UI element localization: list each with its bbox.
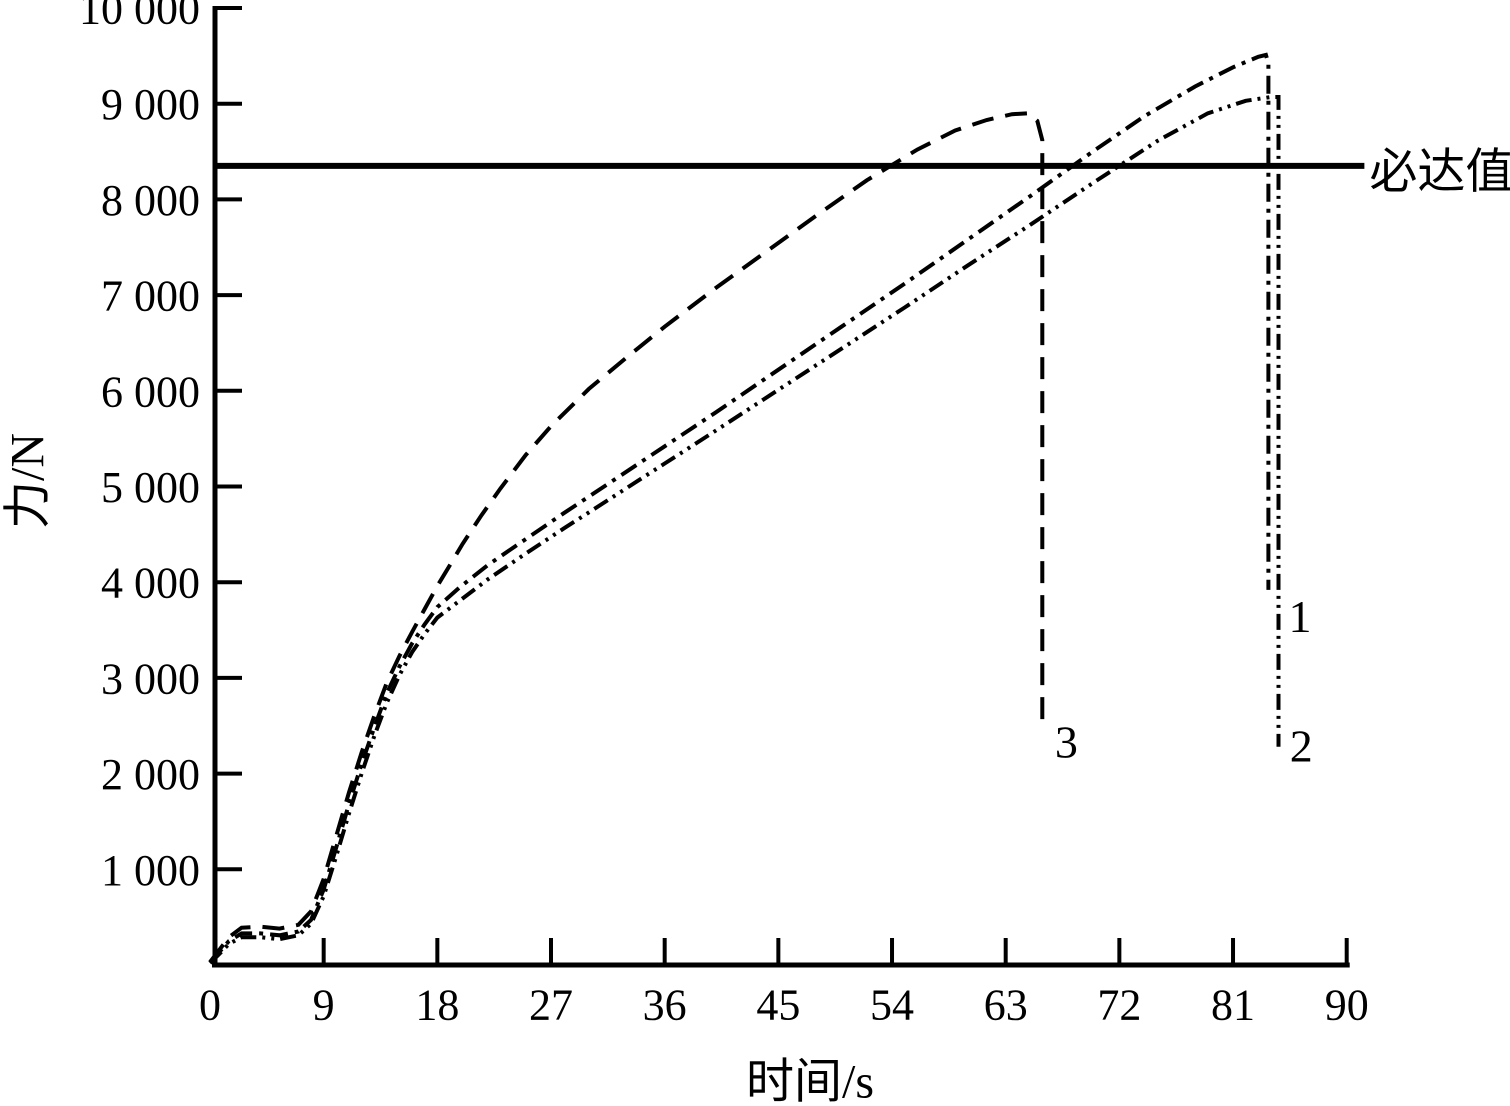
- x-tick-label: 54: [870, 981, 914, 1030]
- x-tick-label: 45: [756, 981, 800, 1030]
- threshold-label: 必达值: [1369, 145, 1510, 198]
- y-tick-label: 4 000: [101, 559, 200, 608]
- x-tick-label: 27: [529, 981, 573, 1030]
- y-tick-label: 8 000: [101, 176, 200, 225]
- x-tick-label: 90: [1325, 981, 1369, 1030]
- y-tick-label: 1 000: [101, 846, 200, 895]
- curve-2-label: 2: [1290, 720, 1313, 771]
- curve-1: [208, 52, 1271, 964]
- x-axis-title: 时间/s: [746, 1056, 874, 1106]
- x-tick-label: 81: [1211, 981, 1255, 1030]
- curve-3: [208, 111, 1045, 964]
- y-tick-label: 10 000: [79, 0, 200, 34]
- y-tick-label: 5 000: [101, 463, 200, 512]
- curve-2: [208, 95, 1281, 965]
- y-tick-label: 7 000: [101, 272, 200, 321]
- y-tick-label: 2 000: [101, 750, 200, 799]
- curve-3-label: 3: [1055, 717, 1078, 768]
- y-tick-label: 6 000: [101, 367, 200, 416]
- x-tick-label: 0: [199, 981, 221, 1030]
- x-tick-label: 9: [313, 981, 335, 1030]
- x-tick-label: 36: [643, 981, 687, 1030]
- x-tick-label: 72: [1097, 981, 1141, 1030]
- y-tick-label: 9 000: [101, 80, 200, 129]
- y-axis-title: 力/N: [2, 433, 55, 529]
- x-tick-label: 63: [984, 981, 1028, 1030]
- x-tick-label: 18: [415, 981, 459, 1030]
- y-tick-label: 3 000: [101, 654, 200, 703]
- curve-1-label: 1: [1288, 591, 1311, 642]
